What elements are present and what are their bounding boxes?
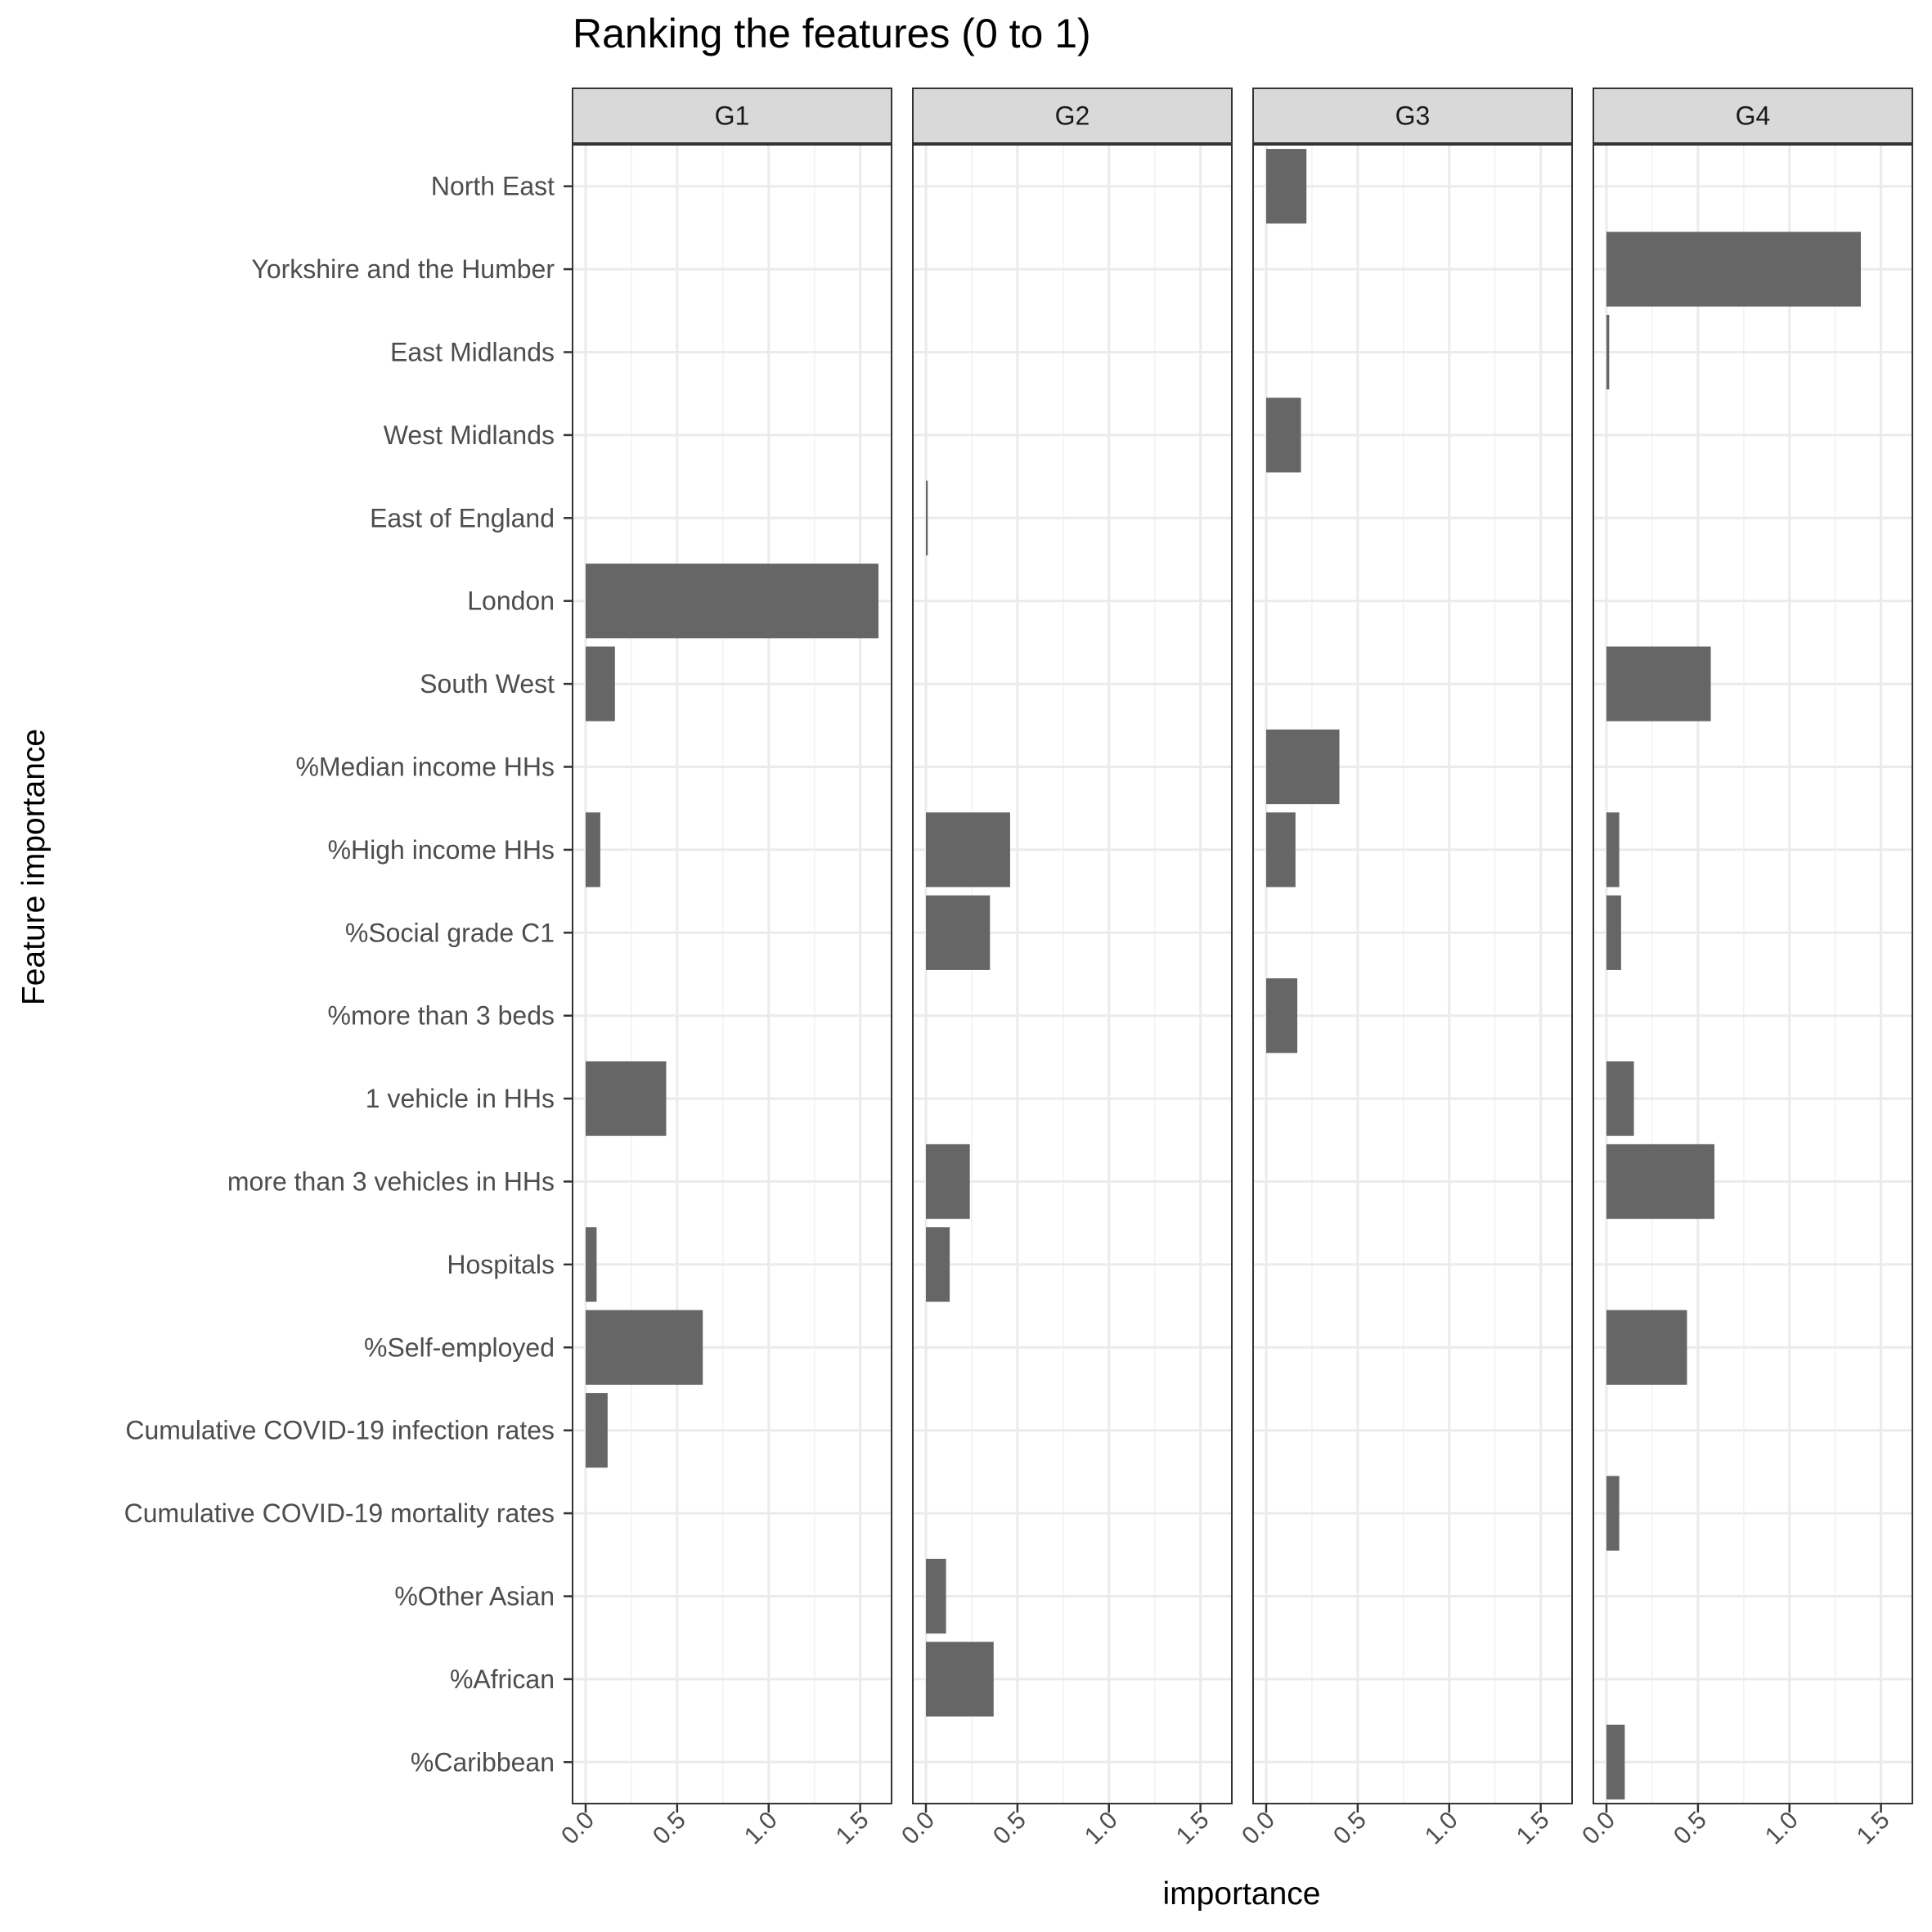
bar bbox=[1606, 314, 1610, 390]
bar bbox=[1266, 812, 1296, 887]
bar bbox=[926, 1227, 950, 1302]
bar bbox=[1606, 895, 1621, 970]
panel-border bbox=[912, 144, 1233, 1804]
bar bbox=[1266, 978, 1298, 1054]
feature-label: %African bbox=[450, 1665, 555, 1694]
feature-label: 1 vehicle in HHs bbox=[366, 1084, 555, 1113]
x-tick-label: 1.0 bbox=[739, 1807, 783, 1850]
bar bbox=[586, 1227, 597, 1302]
x-tick-label: 1.0 bbox=[1420, 1807, 1463, 1850]
x-tick-label: 1.5 bbox=[831, 1807, 874, 1850]
bar bbox=[926, 812, 1010, 887]
x-tick-label: 0.0 bbox=[556, 1807, 600, 1850]
strip-header bbox=[912, 88, 1233, 144]
bar bbox=[1266, 729, 1340, 805]
bar bbox=[586, 1310, 703, 1385]
panel-background bbox=[913, 145, 1232, 1804]
strip-label: G2 bbox=[1055, 101, 1090, 131]
strip-label: G4 bbox=[1736, 101, 1771, 131]
bar bbox=[1606, 646, 1711, 721]
bar bbox=[586, 812, 600, 887]
facet-panel-g4: G4 0.0 0.5 1.0 1.5 bbox=[1577, 88, 1913, 1850]
facet-panel-g3: G3 0.0 0.5 1.0 1.5 bbox=[1237, 88, 1573, 1850]
bar bbox=[926, 1642, 994, 1717]
bar bbox=[1606, 1143, 1715, 1220]
x-tick-label: 0.5 bbox=[1669, 1807, 1712, 1850]
bar bbox=[586, 1061, 667, 1136]
feature-label: East of England bbox=[370, 503, 555, 532]
feature-label: London bbox=[467, 586, 555, 616]
feature-label: West Midlands bbox=[384, 420, 555, 450]
x-tick-label: 0.0 bbox=[1237, 1807, 1280, 1850]
bar bbox=[926, 1558, 946, 1634]
chart-title: Ranking the features (0 to 1) bbox=[573, 11, 1091, 56]
x-tick-label: 0.5 bbox=[988, 1807, 1031, 1850]
x-tick-label: 0.5 bbox=[648, 1807, 691, 1850]
strip-label: G1 bbox=[715, 101, 750, 131]
plot-area: North East Yorkshire and the Humber East M… bbox=[124, 88, 1913, 1850]
x-tick-label: 1.5 bbox=[1171, 1807, 1215, 1850]
facet-panel-g2: G2 0.0 0.5 1.0 1.5 bbox=[896, 88, 1233, 1850]
x-tick-label: 0.5 bbox=[1328, 1807, 1372, 1850]
bar bbox=[1606, 1724, 1625, 1799]
feature-label: %High income HHs bbox=[328, 835, 555, 865]
panel-border bbox=[1593, 144, 1913, 1804]
strip-header bbox=[1593, 88, 1913, 144]
bar bbox=[1606, 231, 1862, 307]
feature-label: East Midlands bbox=[390, 338, 555, 367]
feature-label: %Social grade C1 bbox=[345, 918, 555, 947]
panel-border bbox=[572, 144, 892, 1804]
feature-label: Cumulative COVID-19 infection rates bbox=[125, 1416, 555, 1445]
feature-label: North East bbox=[431, 172, 555, 201]
feature-label: Cumulative COVID-19 mortality rates bbox=[124, 1498, 555, 1528]
y-axis-title: Feature importance bbox=[16, 729, 52, 1005]
x-tick-label: 1.5 bbox=[1512, 1807, 1555, 1850]
bar bbox=[1266, 149, 1307, 224]
bar bbox=[926, 1143, 970, 1220]
bar bbox=[1606, 1061, 1634, 1136]
panel-background bbox=[1593, 145, 1912, 1804]
x-axis-title: importance bbox=[1163, 1876, 1321, 1912]
x-tick-label: 1.0 bbox=[1080, 1807, 1123, 1850]
strip-header bbox=[1252, 88, 1573, 144]
panel-background bbox=[573, 145, 892, 1804]
strip-header bbox=[572, 88, 892, 144]
facet-panel-g1: G1 0.0 0.5 1.0 1.5 bbox=[556, 88, 892, 1849]
feature-label: %more than 3 beds bbox=[328, 1001, 555, 1031]
bar bbox=[586, 564, 878, 639]
feature-label: %Median income HHs bbox=[295, 753, 555, 782]
bar bbox=[926, 895, 991, 970]
bar bbox=[586, 1393, 608, 1468]
panel-background bbox=[1253, 145, 1572, 1804]
bar bbox=[1606, 1476, 1620, 1551]
panel-border bbox=[1252, 144, 1573, 1804]
bar bbox=[586, 646, 615, 721]
feature-label: more than 3 vehicles in HHs bbox=[227, 1167, 555, 1197]
bar bbox=[1606, 1310, 1687, 1385]
x-tick-label: 1.0 bbox=[1760, 1807, 1804, 1850]
bar bbox=[926, 480, 928, 555]
feature-label: %Other Asian bbox=[394, 1582, 555, 1611]
bar bbox=[1606, 812, 1620, 887]
x-tick-label: 0.0 bbox=[896, 1807, 940, 1850]
feature-label: %Caribbean bbox=[411, 1747, 555, 1777]
x-tick-label: 1.5 bbox=[1852, 1807, 1895, 1850]
feature-label: Hospitals bbox=[447, 1250, 555, 1279]
x-tick-label: 0.0 bbox=[1577, 1807, 1620, 1850]
feature-label: South West bbox=[420, 669, 555, 699]
feature-label: %Self-employed bbox=[364, 1332, 555, 1362]
feature-label: Yorkshire and the Humber bbox=[251, 254, 555, 284]
bar bbox=[1266, 398, 1301, 473]
strip-label: G3 bbox=[1395, 101, 1431, 131]
